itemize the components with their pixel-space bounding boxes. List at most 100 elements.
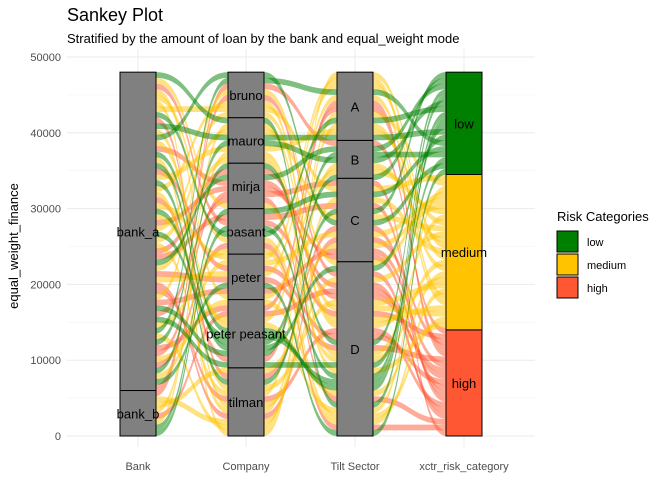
stratum-label: D <box>350 342 359 357</box>
axes: 0 10000 20000 30000 40000 50000 Bank Company Til… <box>30 52 509 473</box>
stratum-box <box>227 71 265 119</box>
flows <box>156 72 446 436</box>
legend-label-low: low <box>587 237 604 249</box>
legend-key-high <box>556 276 579 299</box>
flow-medium <box>373 271 446 397</box>
flow-low <box>373 94 446 380</box>
chart-title: Sankey Plot <box>67 5 163 25</box>
legend-key-medium <box>556 253 579 276</box>
flow-low <box>264 146 337 181</box>
flow-low <box>373 134 446 272</box>
flow-medium <box>156 123 228 425</box>
flow-low <box>264 265 337 351</box>
flow-high <box>264 94 337 277</box>
y-tick-label: 30000 <box>30 204 61 216</box>
flow-medium <box>156 140 228 328</box>
stratum-label: medium <box>441 245 487 260</box>
flow-low <box>373 89 446 346</box>
flow-high <box>156 305 228 351</box>
stratum-box <box>445 71 483 175</box>
flow-low <box>156 208 228 431</box>
flow-high <box>264 276 337 351</box>
flow-high <box>373 254 446 391</box>
flow-medium <box>373 322 446 374</box>
flow-medium <box>264 123 337 323</box>
legend-key-low <box>556 230 579 253</box>
flow-high <box>373 424 446 431</box>
flow-medium <box>373 202 446 249</box>
flow-low <box>373 111 446 385</box>
legend: Risk Categories low medium high <box>556 209 649 299</box>
stratum-label: C <box>350 213 359 228</box>
flow-medium <box>264 248 337 425</box>
flow-low <box>373 117 446 408</box>
flow-medium <box>264 94 337 323</box>
flow-low <box>156 316 228 368</box>
flow-medium <box>156 129 228 391</box>
stratum-box <box>336 139 374 179</box>
x-tick-label: Company <box>222 461 270 473</box>
flow-medium <box>156 191 228 414</box>
stratum-label: peter peasant <box>206 327 286 342</box>
stratum-label: bank_a <box>117 224 160 239</box>
flow-medium <box>156 89 228 300</box>
flow-medium <box>156 157 228 272</box>
flow-low <box>264 174 337 346</box>
y-tick-label: 10000 <box>30 355 61 367</box>
stratum-label: high <box>452 376 477 391</box>
flow-low <box>156 111 228 238</box>
flow-medium <box>373 123 446 272</box>
flow-high <box>156 117 228 380</box>
y-tick-label: 0 <box>55 431 61 443</box>
flow-low <box>264 163 337 346</box>
flow-medium <box>373 129 446 226</box>
legend-label-high: high <box>587 283 608 295</box>
flow-low <box>264 117 337 238</box>
stratum-box <box>336 71 374 141</box>
stratum-box <box>227 117 265 164</box>
flow-low <box>156 77 228 334</box>
legend-title: Risk Categories <box>557 209 649 224</box>
flow-medium <box>264 168 337 300</box>
flow-low <box>156 163 228 374</box>
flow-low <box>264 225 337 380</box>
stratum-label: tilman <box>229 395 264 410</box>
x-tick-label: Bank <box>125 461 151 473</box>
flow-high <box>156 310 228 419</box>
flow-low <box>373 168 446 436</box>
y-axis-title: equal_weight_finance <box>6 183 21 309</box>
flow-low <box>264 77 337 95</box>
flow-low <box>373 77 446 181</box>
stratum-box <box>227 162 265 210</box>
flow-medium <box>156 77 228 209</box>
y-tick-label: 20000 <box>30 279 61 291</box>
flow-medium <box>264 202 337 363</box>
flow-low <box>373 72 446 215</box>
flow-low <box>156 140 228 346</box>
flow-medium <box>264 123 337 436</box>
flow-low <box>264 333 337 385</box>
stratum-box <box>227 367 265 437</box>
flow-low <box>264 134 337 141</box>
flow-low <box>264 362 337 368</box>
stratum-box <box>227 253 265 301</box>
flow-medium <box>264 237 337 419</box>
flow-low <box>156 174 228 266</box>
stratum-label: bank_b <box>117 406 160 421</box>
flow-medium <box>264 299 337 397</box>
y-tick-label: 40000 <box>30 128 61 140</box>
stratum-label: pasant <box>226 224 265 239</box>
flow-medium <box>264 111 337 431</box>
flow-low <box>156 72 228 124</box>
flow-medium <box>373 191 446 266</box>
flow-medium <box>156 367 228 408</box>
flow-medium <box>156 129 228 243</box>
flow-low <box>373 83 446 152</box>
flow-medium <box>264 77 337 260</box>
flow-medium <box>373 288 446 425</box>
flow-medium <box>373 111 446 186</box>
flow-low <box>156 225 228 436</box>
flow-low <box>156 72 228 141</box>
